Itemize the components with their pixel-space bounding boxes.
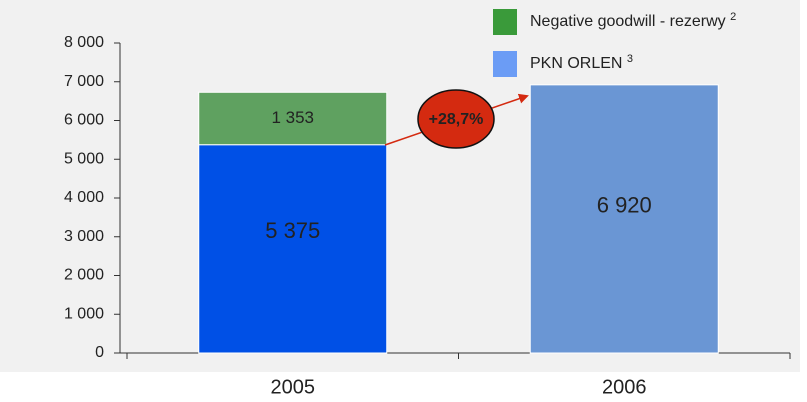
- bar-segment: [529, 84, 719, 354]
- bar-segment: [198, 144, 388, 354]
- y-tick-label: 2 000: [64, 267, 104, 284]
- data-label: 1 353: [271, 108, 314, 127]
- legend-swatch: [493, 9, 517, 35]
- legend-note: 3: [627, 53, 633, 65]
- x-tick-label: 2006: [602, 376, 647, 398]
- bar-segment: [198, 91, 388, 146]
- legend-swatch: [493, 51, 517, 77]
- data-label: 5 375: [265, 218, 320, 243]
- legend-note: 2: [730, 11, 736, 23]
- legend-name: Negative goodwill - rezerwy: [530, 13, 726, 30]
- legend-label: PKN ORLEN 3: [530, 53, 633, 72]
- y-tick-label: 7 000: [64, 73, 104, 90]
- y-tick-label: 1 000: [64, 305, 104, 322]
- data-label: 6 920: [597, 193, 652, 218]
- y-tick-label: 6 000: [64, 112, 104, 129]
- y-tick-label: 0: [95, 344, 104, 361]
- x-tick-label: 2005: [271, 376, 316, 398]
- y-tick-label: 8 000: [64, 34, 104, 51]
- legend-name: PKN ORLEN: [530, 55, 622, 72]
- legend-label: Negative goodwill - rezerwy 2: [530, 11, 736, 30]
- growth-badge: [417, 89, 495, 149]
- y-tick-label: 3 000: [64, 228, 104, 245]
- y-tick-label: 4 000: [64, 189, 104, 206]
- y-tick-label: 5 000: [64, 150, 104, 167]
- growth-label: +28,7%: [429, 111, 484, 128]
